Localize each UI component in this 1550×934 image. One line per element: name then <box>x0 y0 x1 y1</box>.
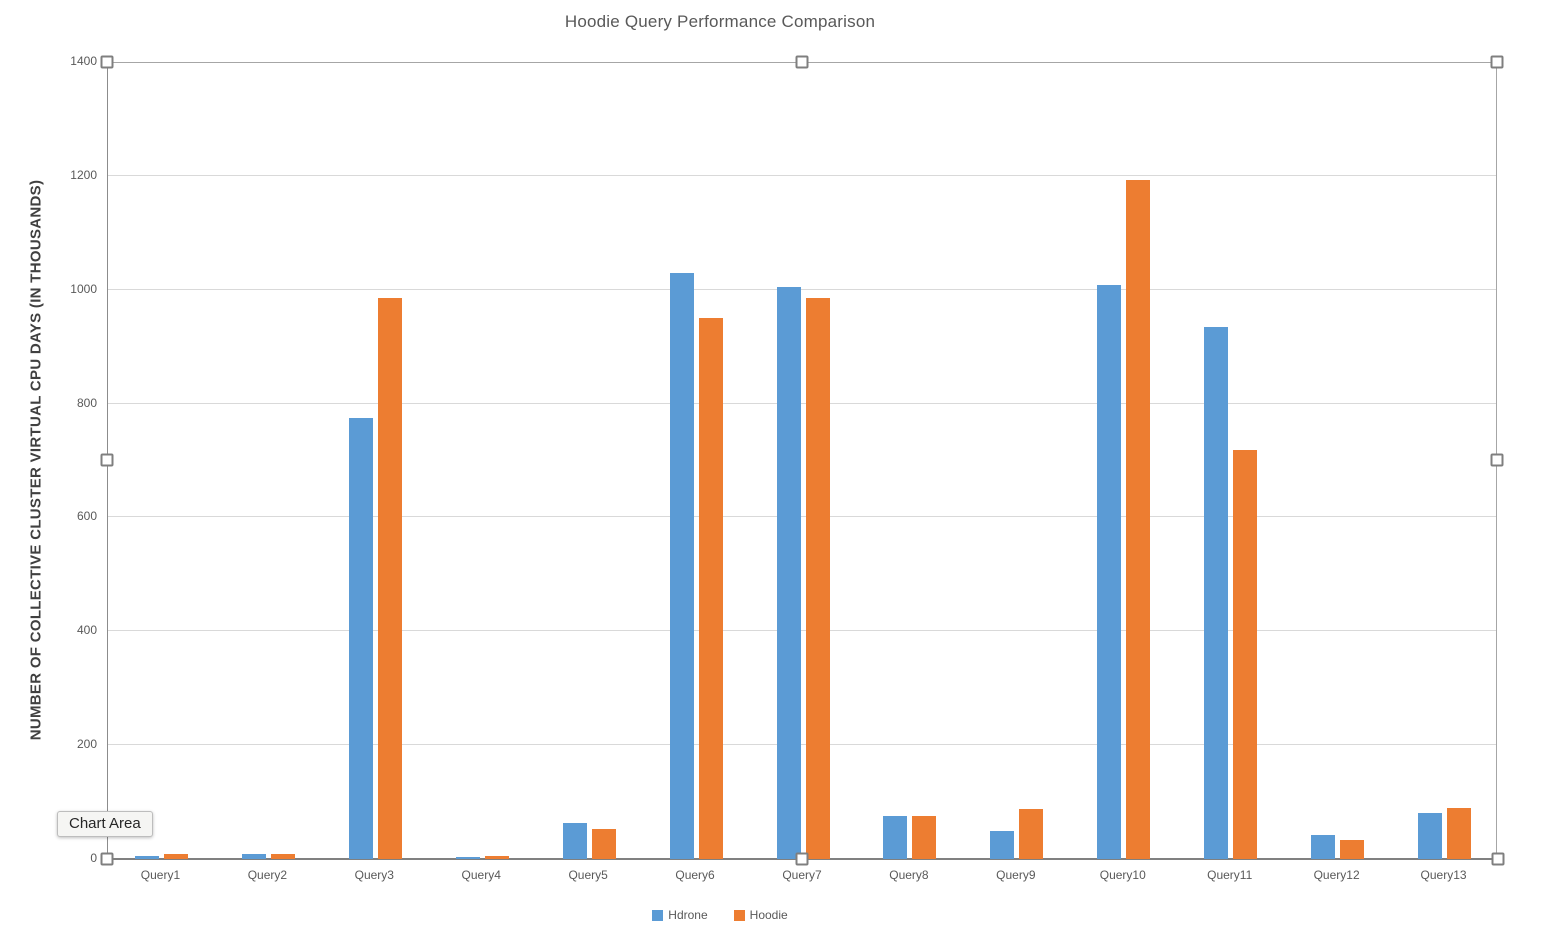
x-tick-label: Query5 <box>568 868 608 882</box>
selection-handle-top-center[interactable] <box>795 55 809 69</box>
selection-handle-bottom-left[interactable] <box>100 852 114 866</box>
bar-hoodie-query2[interactable] <box>270 854 295 859</box>
x-tick-label: Query4 <box>461 868 501 882</box>
bar-hdrone-query2[interactable] <box>241 854 266 859</box>
plot-area[interactable] <box>107 62 1497 860</box>
x-tick-label: Query6 <box>675 868 715 882</box>
bar-hoodie-query7[interactable] <box>805 298 830 859</box>
bar-hoodie-query11[interactable] <box>1233 450 1258 859</box>
gridline-400 <box>108 630 1496 632</box>
legend-swatch-icon <box>652 909 664 921</box>
bar-hdrone-query9[interactable] <box>990 830 1015 859</box>
y-tick-label: 1400 <box>70 54 97 68</box>
bar-hoodie-query4[interactable] <box>484 856 509 859</box>
bar-hoodie-query13[interactable] <box>1447 807 1472 859</box>
x-tick-label: Query3 <box>354 868 394 882</box>
legend-item-hdrone[interactable]: Hdrone <box>652 908 708 922</box>
bar-hdrone-query11[interactable] <box>1204 326 1229 859</box>
x-tick-label: Query8 <box>889 868 929 882</box>
bar-hoodie-query12[interactable] <box>1340 839 1365 859</box>
bar-hdrone-query10[interactable] <box>1097 285 1122 859</box>
gridline-600 <box>108 516 1496 518</box>
y-tick-label: 400 <box>76 623 97 638</box>
bar-hdrone-query3[interactable] <box>348 417 373 859</box>
legend-label: Hdrone <box>668 908 708 922</box>
chart-title[interactable]: Hoodie Query Performance Comparison <box>564 12 876 31</box>
bar-hoodie-query5[interactable] <box>591 829 616 859</box>
x-tick-label: Query7 <box>782 868 822 882</box>
bar-hdrone-query8[interactable] <box>883 816 908 859</box>
y-tick-label: 800 <box>76 395 97 410</box>
x-tick-label: Query13 <box>1420 868 1467 882</box>
x-tick-label: Query2 <box>247 868 288 882</box>
bar-hoodie-query10[interactable] <box>1126 179 1151 859</box>
y-tick-label: 1200 <box>70 167 97 182</box>
bar-hdrone-query4[interactable] <box>455 856 480 859</box>
bar-hdrone-query12[interactable] <box>1311 834 1336 859</box>
selection-handle-top-right[interactable] <box>1490 55 1504 69</box>
y-axis-title[interactable]: NUMBER OF COLLECTIVE CLUSTER VIRTUAL CPU… <box>27 179 45 741</box>
legend-label: Hoodie <box>749 908 788 922</box>
bar-hoodie-query8[interactable] <box>912 815 937 859</box>
x-tick-label: Query11 <box>1207 868 1253 882</box>
bar-hdrone-query5[interactable] <box>562 823 587 859</box>
legend-item-hoodie[interactable]: Hoodie <box>733 908 788 922</box>
bar-hoodie-query1[interactable] <box>163 853 188 859</box>
y-tick-label: 0 <box>90 851 97 865</box>
y-tick-label: 1000 <box>70 281 97 296</box>
legend-swatch-icon <box>733 909 745 921</box>
x-tick-label: Query10 <box>1099 868 1146 882</box>
gridline-1200 <box>108 174 1496 176</box>
bar-hdrone-query7[interactable] <box>776 286 801 859</box>
gridline-200 <box>108 744 1496 746</box>
gridline-1000 <box>108 288 1496 290</box>
chart-area-tooltip: Chart Area <box>57 811 153 837</box>
selection-handle-mid-left[interactable] <box>100 453 114 467</box>
gridline-800 <box>108 402 1496 404</box>
selection-handle-mid-right[interactable] <box>1490 453 1504 467</box>
bar-hoodie-query9[interactable] <box>1019 808 1044 859</box>
bar-hdrone-query1[interactable] <box>134 856 159 859</box>
y-tick-label: 200 <box>76 737 97 752</box>
selection-handle-bottom-center[interactable] <box>795 852 809 866</box>
x-tick-label: Query1 <box>140 868 181 882</box>
selection-handle-top-left[interactable] <box>100 55 114 69</box>
x-tick-label: Query9 <box>996 868 1036 882</box>
bar-hdrone-query6[interactable] <box>669 272 694 859</box>
y-tick-label: 600 <box>76 509 97 524</box>
bar-hdrone-query13[interactable] <box>1418 812 1443 859</box>
legend: Hdrone Hoodie <box>0 908 1440 922</box>
selection-handle-bottom-right[interactable] <box>1491 852 1505 866</box>
bar-hoodie-query6[interactable] <box>698 318 723 859</box>
bar-hoodie-query3[interactable] <box>377 298 402 859</box>
x-tick-label: Query12 <box>1313 868 1360 882</box>
